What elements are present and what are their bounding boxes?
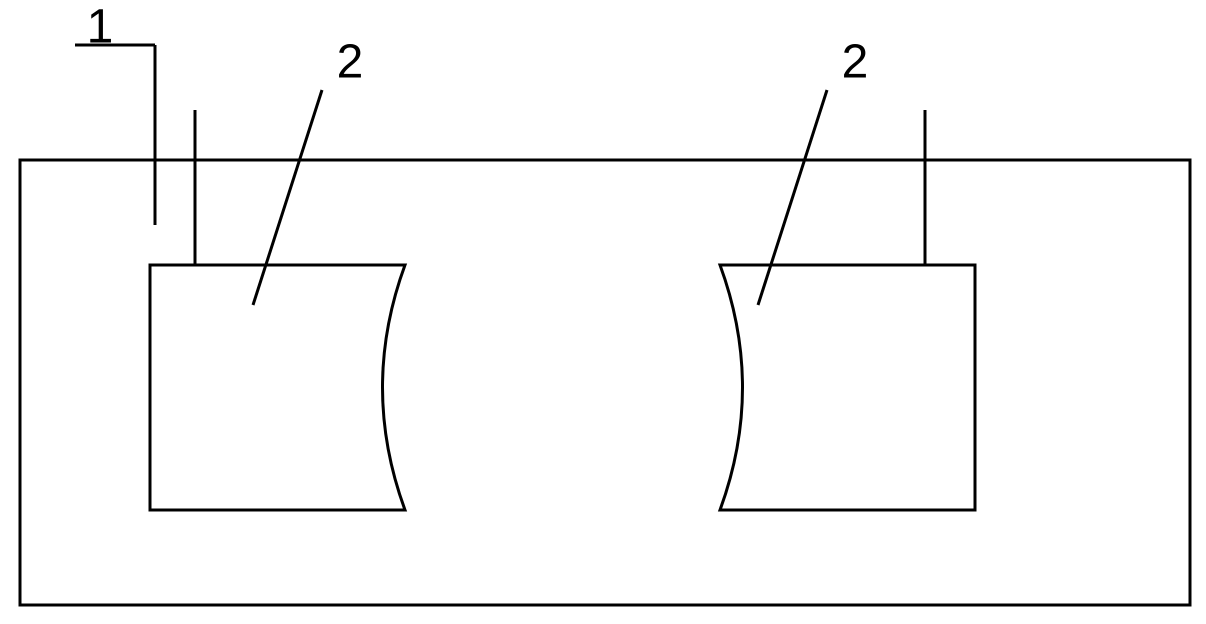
leader-2-left [253,90,322,305]
left-component [150,265,405,510]
leader-2-right [758,90,827,305]
label-2-left: 2 [337,36,364,89]
label-2-right: 2 [842,36,869,89]
label-1: 1 [87,1,114,54]
